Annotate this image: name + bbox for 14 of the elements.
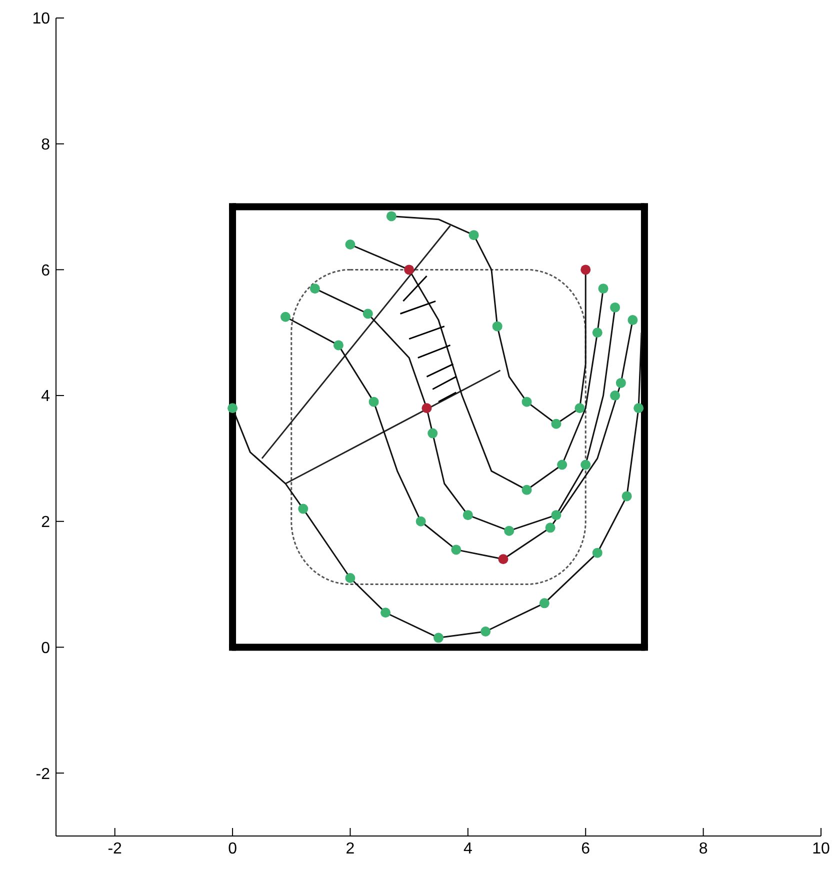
- y-tick-label: 4: [41, 388, 50, 406]
- y-tick-label: 10: [32, 10, 50, 28]
- y-tick-label: 0: [41, 640, 50, 657]
- x-tick-label: 10: [812, 840, 830, 858]
- x-tick-label: 8: [698, 840, 708, 858]
- x-tick-label: 2: [346, 840, 355, 858]
- y-tick-label: -2: [36, 766, 50, 783]
- x-tick-label: 4: [463, 840, 472, 858]
- x-tick-label: 0: [228, 840, 238, 858]
- y-tick-label: 2: [41, 514, 50, 532]
- y-tick-label: 8: [41, 136, 50, 154]
- x-tick-label: -2: [108, 840, 122, 858]
- x-tick-label: 6: [581, 840, 590, 858]
- y-tick-label: 6: [41, 262, 50, 280]
